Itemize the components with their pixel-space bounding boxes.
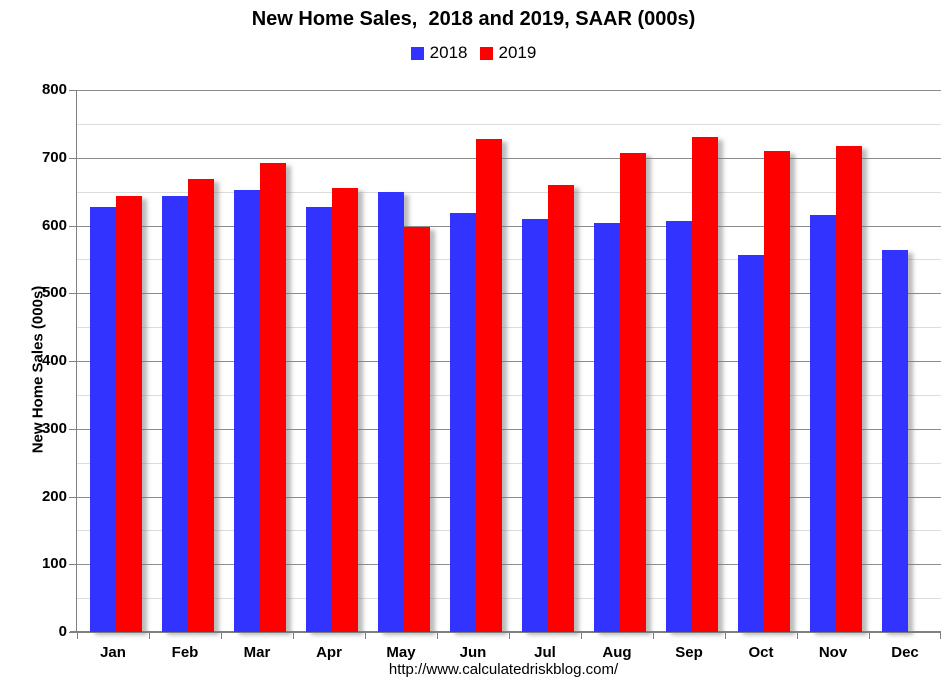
x-axis-tick-8	[653, 632, 654, 639]
y-axis-label-500: 500	[41, 284, 67, 302]
bar-2019-sep	[692, 137, 718, 632]
minor-gridline-650	[77, 191, 941, 193]
x-axis-label-sep: Sep	[675, 644, 703, 661]
y-axis-label-800: 800	[41, 81, 67, 98]
y-axis-label-600: 600	[41, 216, 67, 234]
plot-area: 0 100 200 300 400 500 600 700 800 Jan Feb Mar Apr May…	[42, 81, 941, 661]
x-axis-label-apr: Apr	[316, 644, 342, 661]
legend-swatch-2019	[479, 46, 493, 60]
bar-2018-mar	[234, 189, 260, 632]
y-axis-label-400: 400	[41, 352, 67, 369]
bar-2018-feb	[162, 196, 188, 632]
y-axis-label-300: 300	[41, 419, 67, 437]
bar-2019-apr	[332, 188, 358, 632]
major-gridline-700	[77, 157, 941, 159]
x-axis-label-jan: Jan	[100, 644, 126, 661]
x-axis-label-aug: Aug	[602, 644, 632, 661]
bar-2018-jun	[450, 213, 476, 632]
x-axis-label-mar: Mar	[243, 644, 271, 661]
minor-gridline-550	[77, 259, 941, 261]
bar-2019-jul	[548, 184, 574, 632]
major-gridline-600	[77, 225, 941, 227]
chart-title: New Home Sales, 2018 and 2019, SAAR (000…	[251, 8, 696, 30]
legend-label-2018: 2018	[429, 43, 468, 62]
y-axis-tick-700	[69, 157, 77, 159]
y-axis-tick-100	[69, 564, 77, 566]
minor-gridline-350	[77, 394, 941, 396]
x-axis-tick-1	[149, 632, 150, 639]
major-gridline-400	[77, 361, 941, 362]
x-axis-label-dec: Dec	[891, 644, 919, 661]
legend-label-2019: 2019	[498, 43, 537, 62]
legend-swatch-2018	[410, 46, 424, 60]
x-axis-label-may: May	[386, 644, 416, 661]
legend-item-2018: 2018	[410, 43, 468, 63]
major-gridline-800	[77, 90, 941, 91]
x-axis-tick-7	[581, 632, 582, 639]
x-axis-tick-9	[725, 632, 726, 639]
x-axis-line	[70, 631, 941, 633]
major-gridline-300	[77, 428, 941, 430]
minor-gridline-150	[77, 530, 941, 532]
bar-2019-may	[404, 226, 430, 632]
y-axis-tick-600	[69, 225, 77, 227]
x-axis-label-jun: Jun	[459, 644, 487, 661]
bar-2019-nov	[836, 145, 862, 632]
footer-url: http://www.calculatedriskblog.com/	[388, 661, 619, 678]
x-axis-label-jul: Jul	[534, 644, 556, 661]
x-axis-label-oct: Oct	[748, 644, 774, 661]
minor-gridline-50	[77, 598, 941, 600]
legend: 2018 2019	[0, 43, 947, 63]
bar-2018-oct	[738, 254, 764, 632]
bar-2018-jul	[522, 219, 548, 632]
minor-gridline-250	[77, 462, 941, 464]
x-axis-tick-5	[437, 632, 438, 639]
x-axis-tick-12	[940, 632, 941, 639]
bar-2018-apr	[306, 206, 332, 632]
major-gridline-100	[77, 564, 941, 566]
x-axis-tick-11	[869, 632, 870, 639]
x-axis-label-feb: Feb	[171, 644, 199, 661]
y-axis-tick-800	[69, 90, 77, 91]
minor-gridline-450	[77, 327, 941, 329]
x-axis-tick-2	[221, 632, 222, 639]
bar-2019-feb	[188, 178, 214, 632]
bar-2018-may	[378, 192, 404, 632]
y-axis-label-700: 700	[41, 148, 67, 166]
bar-2018-nov	[810, 215, 836, 632]
bar-2018-dec	[882, 249, 908, 632]
major-gridline-500	[77, 293, 941, 295]
y-axis-tick-400	[69, 361, 77, 362]
bar-2019-aug	[620, 153, 646, 632]
x-axis-tick-4	[365, 632, 366, 639]
bar-2019-mar	[260, 163, 286, 632]
bar-2019-jun	[476, 138, 502, 632]
x-axis-tick-0	[77, 632, 78, 639]
y-axis-tick-300	[69, 428, 77, 430]
x-axis-label-nov: Nov	[818, 644, 848, 661]
bar-2018-sep	[666, 221, 692, 632]
bar-2019-jan	[116, 195, 142, 632]
legend-item-2019: 2019	[479, 43, 537, 63]
bar-2019-oct	[764, 150, 790, 632]
y-axis-label-0: 0	[58, 623, 67, 640]
y-axis-tick-500	[69, 293, 77, 295]
x-axis-tick-3	[293, 632, 294, 639]
y-axis-label-200: 200	[41, 487, 67, 505]
minor-gridline-750	[77, 123, 941, 125]
x-axis-tick-6	[509, 632, 510, 639]
major-gridline-200	[77, 496, 941, 498]
y-axis-label-100: 100	[41, 555, 67, 573]
bar-2018-aug	[594, 222, 620, 632]
x-axis-tick-10	[797, 632, 798, 639]
y-axis-tick-200	[69, 496, 77, 498]
bar-2018-jan	[90, 207, 116, 632]
